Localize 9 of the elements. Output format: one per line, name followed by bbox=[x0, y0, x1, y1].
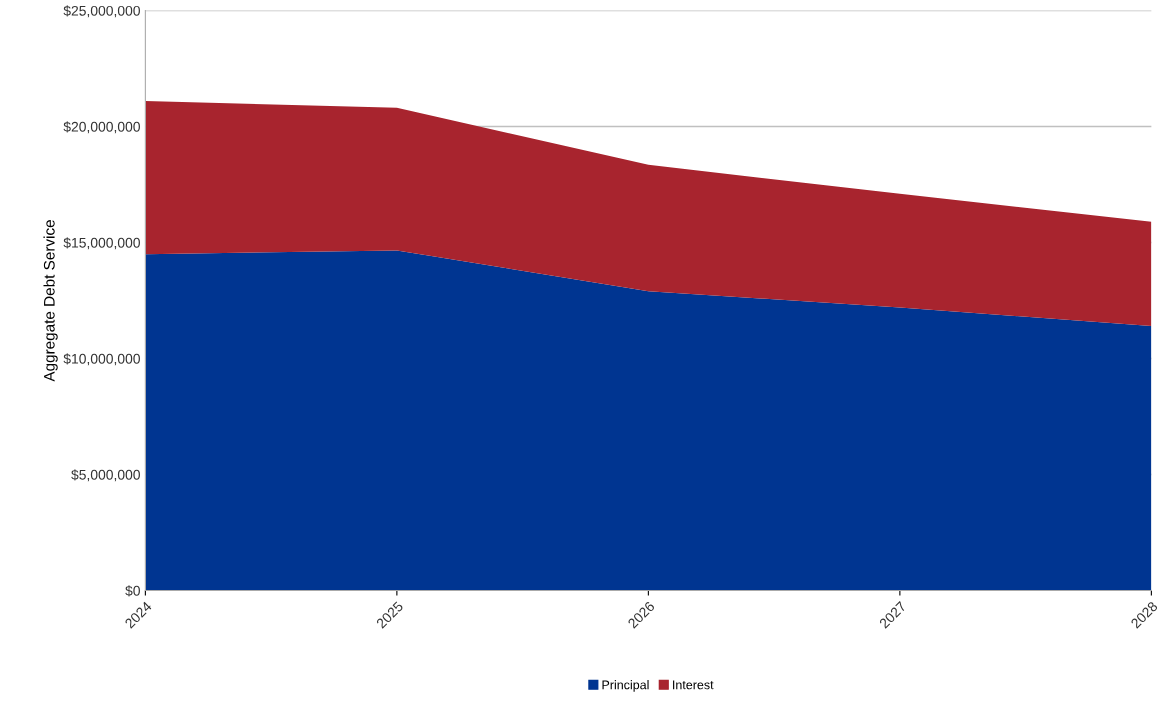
y-axis-title: Aggregate Debt Service bbox=[43, 220, 58, 382]
y-tick-label: $25,000,000 bbox=[63, 5, 140, 18]
legend-label: Interest bbox=[673, 680, 714, 690]
y-tick-label: $0 bbox=[125, 585, 140, 597]
y-tick-label: $5,000,000 bbox=[71, 469, 140, 482]
y-tick-label: $10,000,000 bbox=[63, 353, 140, 366]
y-tick-label: $15,000,000 bbox=[63, 237, 140, 250]
legend-label: Principal bbox=[602, 680, 649, 692]
y-tick-label: $20,000,000 bbox=[63, 121, 140, 134]
